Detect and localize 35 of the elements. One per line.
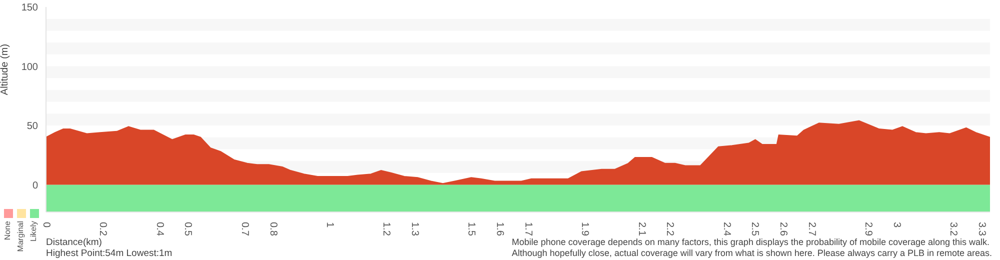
x-tick-label: 3 <box>890 222 902 228</box>
y-tick-label: 100 <box>21 62 38 73</box>
text: Highest Point:54m Lowest:1m <box>46 248 172 259</box>
y-axis-title: Altitude (m) <box>0 44 11 96</box>
x-tick-label: 0.8 <box>267 222 278 236</box>
x-tick-label: 1.5 <box>466 222 477 236</box>
x-tick-label: 1.7 <box>522 222 534 236</box>
x-tick-label: 2.7 <box>806 222 817 236</box>
x-tick-label: 1.9 <box>579 222 590 236</box>
x-tick-label: 0.7 <box>238 222 250 236</box>
x-tick-label: 3.2 <box>948 222 959 236</box>
x-tick-label: 1.6 <box>494 222 506 236</box>
y-tick-label: 0 <box>32 180 38 192</box>
x-tick-label: 1.2 <box>380 222 392 236</box>
x-tick-label: 0.2 <box>97 222 108 236</box>
x-tick-label: 0 <box>40 222 52 228</box>
x-tick-label: 3.3 <box>976 222 987 236</box>
text: Likely <box>29 221 39 242</box>
x-tick-label: 2.2 <box>664 222 676 236</box>
text: Marginal <box>16 221 26 252</box>
x-tick-label: 2.1 <box>636 222 647 236</box>
x-tick-label: 2.9 <box>862 222 874 236</box>
text: Although hopefully close, actual coverage will vary from what is shown here. Please always carry a PLB in remote areas. <box>512 248 992 259</box>
x-tick-label: 1.3 <box>409 222 420 236</box>
x-tick-label: 2.6 <box>778 222 789 236</box>
x-tick-label: 0.4 <box>154 222 165 236</box>
x-tick-label: 2.4 <box>720 222 732 236</box>
text: None <box>3 221 13 240</box>
text: Mobile phone coverage depends on many factors, this graph displays the probability of mobile coverage along this walk. <box>512 237 991 248</box>
text: Distance(km) <box>46 237 103 248</box>
x-tick-label: 2.5 <box>749 222 760 236</box>
y-tick-label: 150 <box>21 2 38 14</box>
x-tick-label: 0.5 <box>182 222 194 236</box>
y-tick-label: 50 <box>26 121 38 132</box>
x-tick-label: 1 <box>324 222 335 228</box>
